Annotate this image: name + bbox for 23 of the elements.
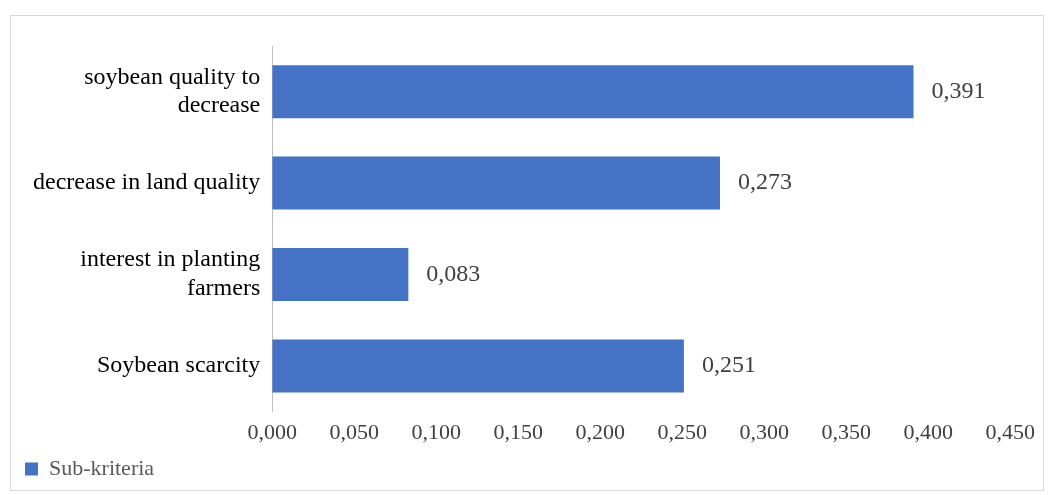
x-tick-label: 0,250 [657,418,707,444]
text: 0,391 [931,77,986,103]
x-tick-label: 0,000 [247,418,297,444]
x-tick-label: 0,400 [903,418,953,444]
x-tick-label: 0,050 [329,418,379,444]
text: 0,251 [701,351,756,378]
x-tick-label: 0,150 [493,418,543,444]
y-tick-label: soybean quality to decrease [84,62,261,118]
legend-label: Sub-kriteria [49,454,155,480]
x-tick-label: 0,350 [821,418,871,444]
x-tick-label: 0,300 [739,418,789,444]
y-tick-label: Soybean scarcity [96,351,261,378]
x-tick-label: 0,100 [411,418,461,444]
y-tick-label: decrease in land quality [32,168,261,195]
text: 0,273 [737,168,792,195]
x-tick-label: 0,200 [575,418,625,444]
bar [272,65,914,119]
text: 0,083 [426,259,481,286]
y-tick-label: interest in planting farmers [80,245,261,301]
x-tick-label: 0,450 [985,418,1035,444]
bar [272,156,720,210]
bar [272,339,684,393]
bar [272,247,409,302]
